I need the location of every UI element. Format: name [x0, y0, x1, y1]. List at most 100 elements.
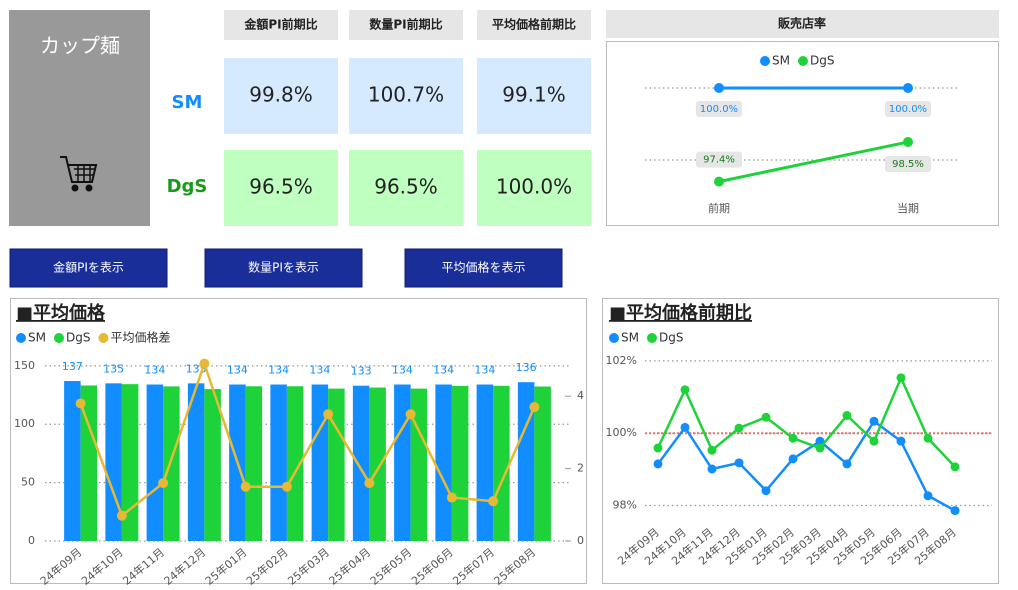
x-tick-label: 当期	[897, 201, 919, 215]
point	[896, 436, 906, 446]
bar	[64, 381, 81, 541]
kpi-header: 金額PI前期比	[243, 17, 317, 32]
bar	[493, 385, 510, 541]
kpi-value: 99.1%	[502, 83, 566, 107]
y-tick-label: 50	[21, 476, 35, 489]
bar	[476, 384, 494, 541]
bar	[369, 387, 386, 541]
chart-title: ■平均価格前期比	[609, 302, 752, 324]
point	[815, 443, 825, 453]
bar	[410, 388, 428, 541]
point	[653, 443, 663, 453]
data-label: 134	[227, 364, 248, 377]
point	[281, 481, 292, 492]
series-line	[718, 140, 909, 184]
point	[903, 83, 913, 93]
bar	[286, 386, 304, 541]
point	[75, 398, 86, 409]
legend-marker	[797, 56, 808, 66]
y2-tick-label: 4	[577, 389, 584, 402]
legend-marker	[760, 56, 770, 66]
kpi-value: 100.0%	[496, 175, 572, 199]
series-line	[79, 359, 536, 518]
data-label: 98.5%	[892, 159, 924, 170]
point	[869, 416, 879, 426]
kpi-value: 96.5%	[249, 175, 313, 199]
point	[714, 83, 724, 93]
data-label: 100.0%	[889, 104, 927, 115]
kpi-cell	[349, 58, 463, 134]
kpi-cell	[224, 58, 338, 134]
bar	[146, 384, 164, 541]
header-box	[606, 10, 999, 38]
kpi-value: 99.8%	[249, 83, 313, 107]
button-label[interactable]: 数量PIを表示	[248, 260, 319, 275]
legend-label: DgS	[659, 331, 683, 345]
button[interactable]	[404, 248, 563, 288]
point	[116, 510, 127, 521]
legend-label: DgS	[66, 331, 90, 345]
bar	[163, 386, 180, 541]
point	[680, 422, 690, 432]
point	[446, 492, 457, 503]
legend-label: DgS	[810, 54, 834, 68]
kpi-row-label: SM	[172, 92, 203, 113]
data-label: 97.4%	[703, 155, 735, 166]
point	[950, 506, 960, 516]
point	[364, 478, 375, 489]
legend-label: SM	[28, 331, 46, 345]
bar	[394, 384, 411, 541]
point	[842, 410, 852, 420]
bar	[245, 386, 263, 541]
bar	[352, 385, 370, 541]
point	[923, 433, 933, 443]
button-label[interactable]: 金額PIを表示	[53, 260, 124, 275]
point	[950, 462, 960, 472]
point	[707, 464, 717, 474]
category-title: カップ麺	[40, 34, 120, 58]
button[interactable]	[9, 248, 168, 288]
kpi-header-box	[477, 10, 591, 40]
y-tick-label: 98%	[613, 499, 637, 512]
legend-marker	[609, 333, 619, 343]
button[interactable]	[204, 248, 363, 288]
bar	[534, 386, 551, 541]
legend-label: 平均価格差	[110, 330, 170, 345]
data-label-box	[696, 151, 742, 168]
data-label: 137	[62, 360, 83, 373]
kpi-value: 100.7%	[368, 83, 444, 107]
kpi-cell	[477, 150, 591, 226]
point	[903, 137, 913, 147]
kpi-header-box	[224, 10, 338, 40]
data-label: 134	[392, 364, 413, 377]
data-label: 134	[268, 364, 289, 377]
kpi-row-label: DgS	[167, 176, 208, 197]
y-tick-label: 102%	[606, 354, 637, 367]
bar	[435, 384, 452, 541]
kpi-cell	[349, 150, 463, 226]
legend-marker	[98, 333, 109, 343]
data-label-box	[885, 101, 931, 117]
bar	[328, 388, 345, 541]
y-tick-label: 0	[28, 534, 35, 547]
chart-title: 販売店率	[778, 16, 826, 31]
y2-tick-label: 2	[577, 462, 584, 475]
bar	[80, 385, 98, 541]
point	[714, 176, 724, 187]
point	[734, 423, 744, 433]
kpi-cell	[224, 150, 338, 226]
bar	[517, 382, 535, 541]
point	[896, 373, 906, 383]
kpi-header: 数量PI前期比	[369, 17, 442, 32]
button-label[interactable]: 平均価格を表示	[441, 260, 525, 275]
bar	[204, 389, 221, 541]
bar	[270, 384, 287, 541]
data-label: 135	[103, 362, 124, 375]
data-label: 136	[516, 361, 537, 374]
x-tick-label: 前期	[708, 201, 730, 215]
point	[842, 459, 852, 469]
data-label: 134	[474, 364, 495, 377]
category-tile	[9, 10, 150, 226]
point	[653, 459, 663, 469]
point	[761, 412, 771, 422]
